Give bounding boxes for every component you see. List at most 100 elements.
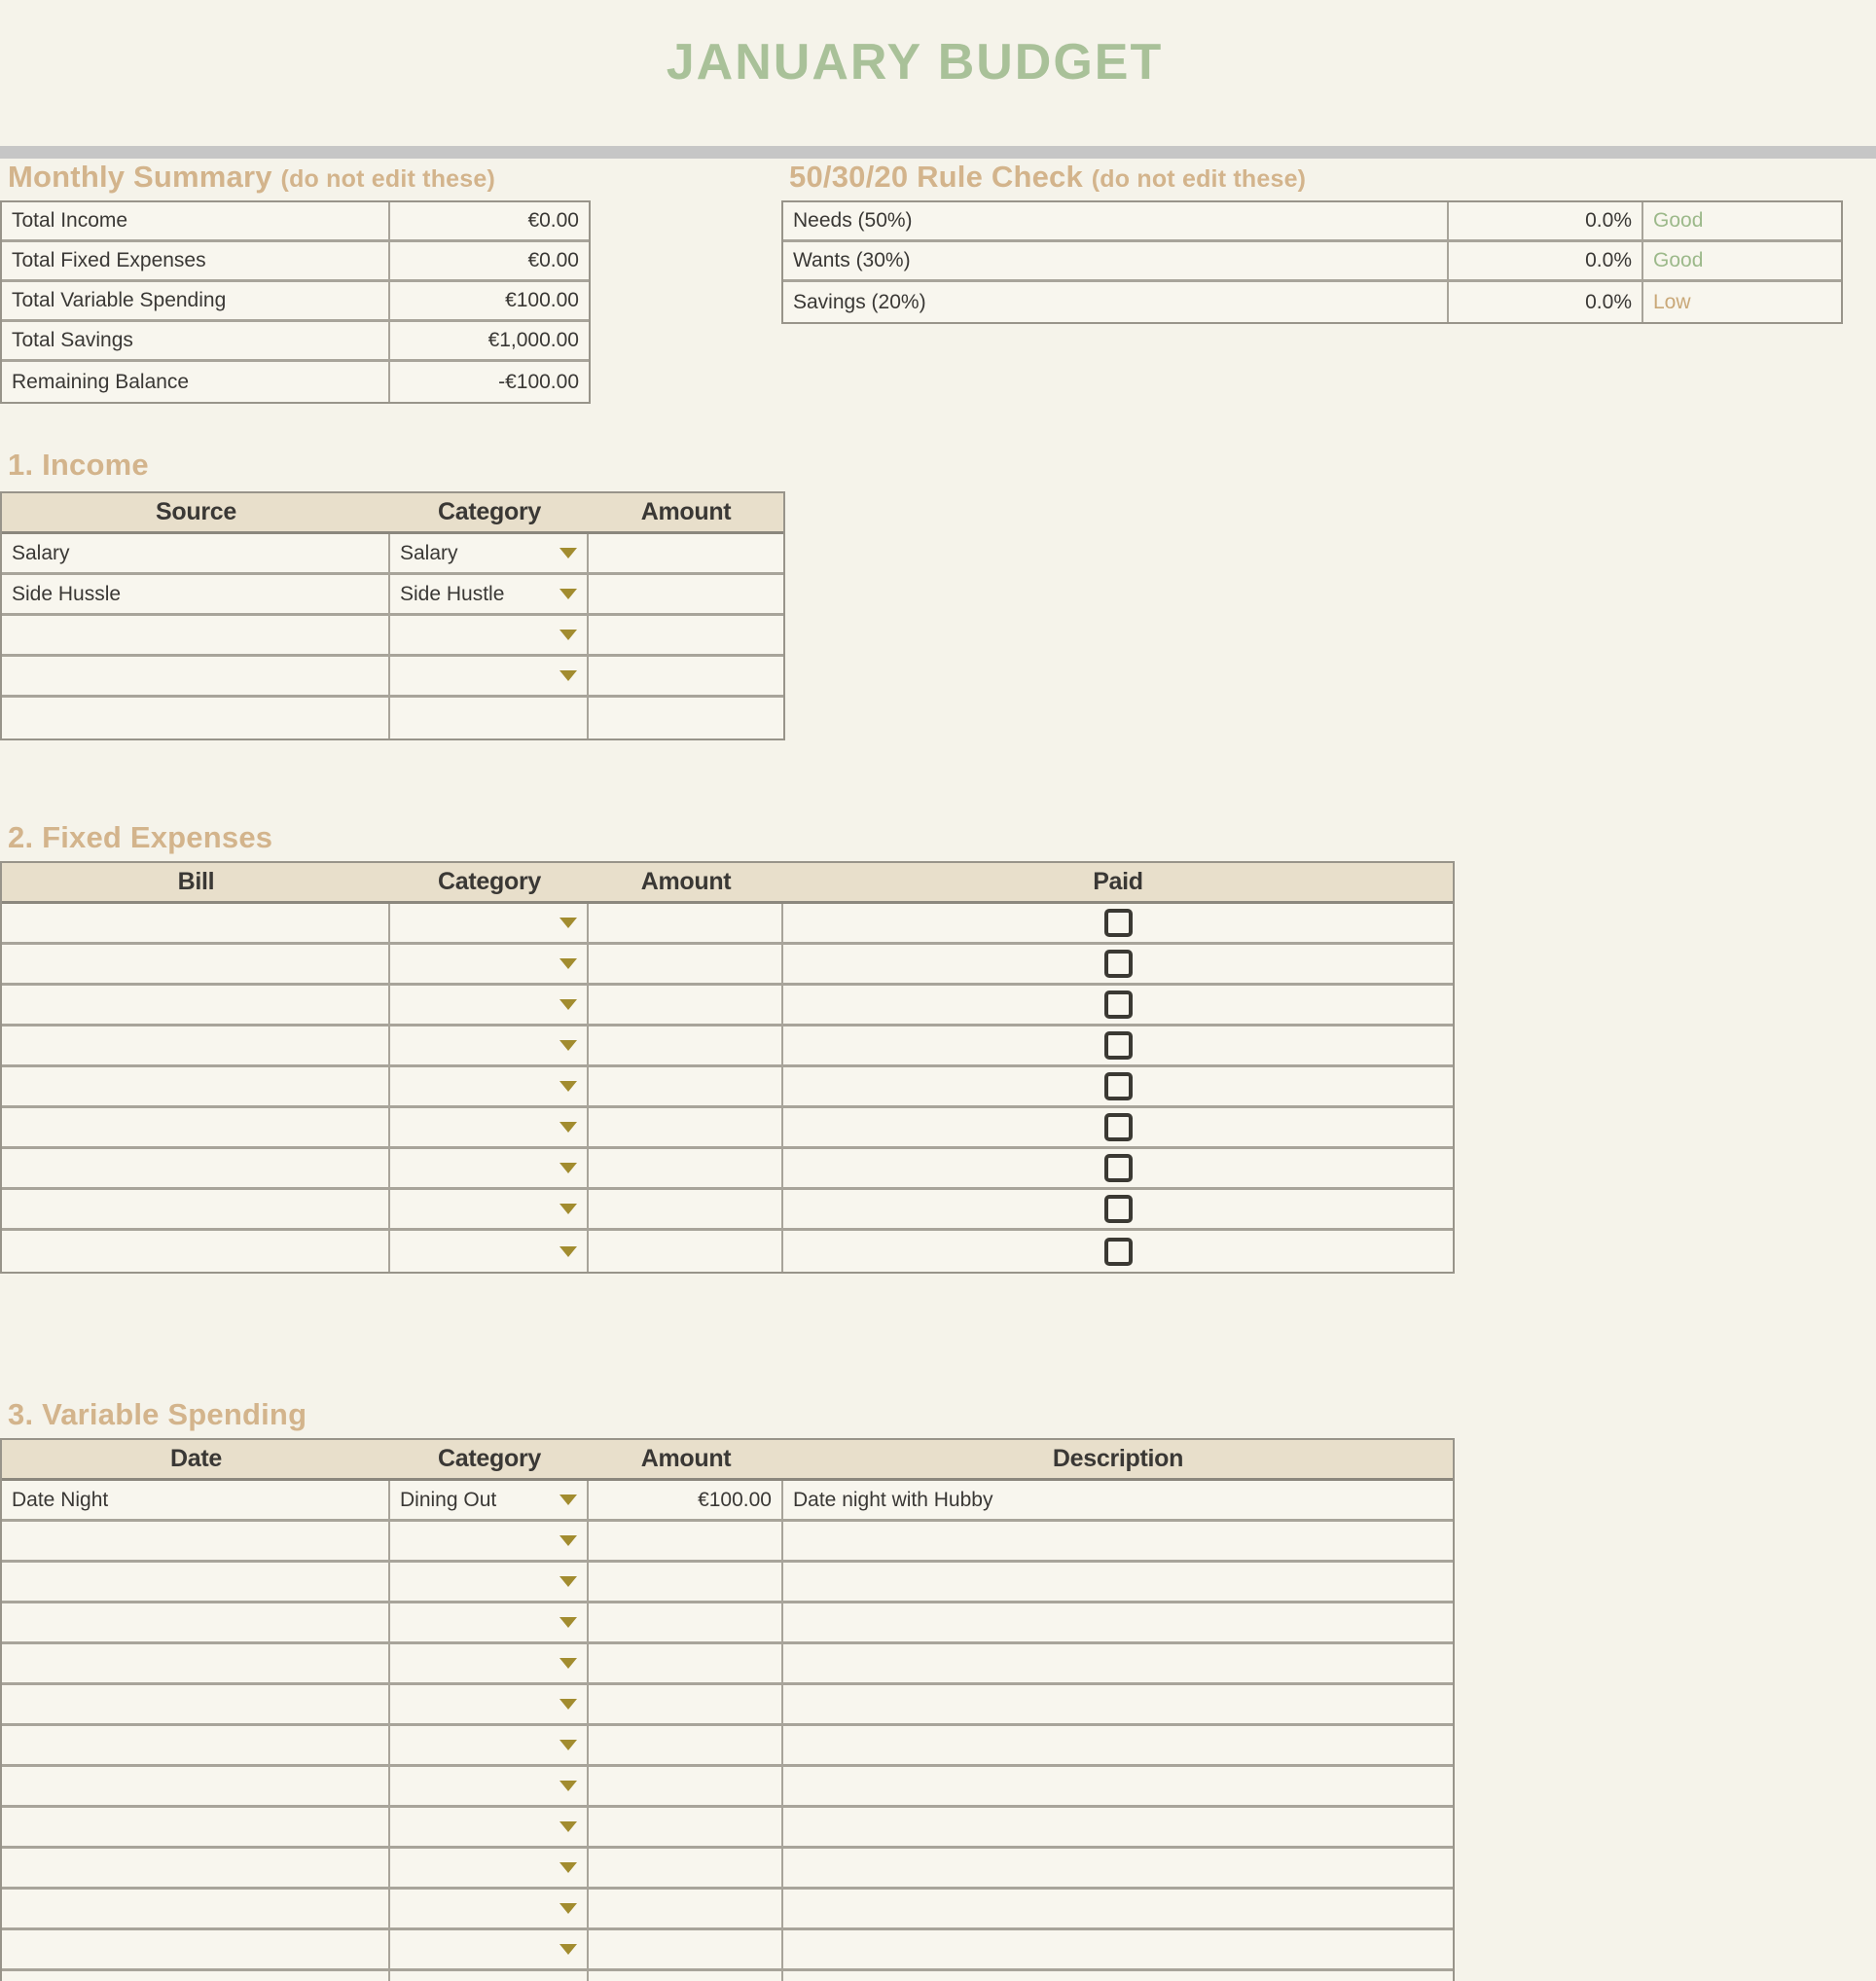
source-cell[interactable]	[2, 616, 390, 654]
dropdown-arrow-icon[interactable]	[559, 1781, 577, 1791]
category-cell[interactable]	[390, 1930, 589, 1968]
category-cell[interactable]	[390, 698, 589, 738]
description-cell[interactable]	[783, 1849, 1453, 1887]
description-cell[interactable]	[783, 1808, 1453, 1846]
description-cell[interactable]	[783, 1522, 1453, 1560]
dropdown-arrow-icon[interactable]	[559, 589, 577, 599]
source-cell[interactable]	[2, 657, 390, 695]
category-cell[interactable]	[390, 1149, 589, 1187]
amount-cell[interactable]	[589, 575, 783, 613]
category-cell[interactable]	[390, 1971, 589, 1981]
dropdown-arrow-icon[interactable]	[559, 1204, 577, 1214]
amount-cell[interactable]	[589, 904, 783, 942]
category-cell[interactable]	[390, 1685, 589, 1723]
amount-cell[interactable]	[589, 1522, 783, 1560]
dropdown-arrow-icon[interactable]	[559, 1081, 577, 1092]
category-cell[interactable]	[390, 1231, 589, 1272]
description-cell[interactable]	[783, 1767, 1453, 1805]
date-cell[interactable]	[2, 1930, 390, 1968]
amount-cell[interactable]	[589, 1027, 783, 1064]
amount-cell[interactable]	[589, 1767, 783, 1805]
dropdown-arrow-icon[interactable]	[559, 1944, 577, 1955]
category-cell[interactable]	[390, 616, 589, 654]
bill-cell[interactable]	[2, 1149, 390, 1187]
description-cell[interactable]: Date night with Hubby	[793, 1488, 993, 1511]
description-cell[interactable]	[783, 1890, 1453, 1927]
dropdown-arrow-icon[interactable]	[559, 1163, 577, 1173]
bill-cell[interactable]	[2, 1108, 390, 1146]
category-cell[interactable]	[390, 1190, 589, 1228]
dropdown-arrow-icon[interactable]	[559, 1576, 577, 1587]
description-cell[interactable]	[783, 1930, 1453, 1968]
amount-cell[interactable]	[589, 1149, 783, 1187]
dropdown-arrow-icon[interactable]	[559, 958, 577, 969]
category-cell[interactable]: Salary	[390, 534, 589, 572]
date-cell[interactable]	[2, 1603, 390, 1641]
date-cell[interactable]	[2, 1890, 390, 1927]
category-cell[interactable]	[390, 945, 589, 983]
category-cell[interactable]	[390, 1644, 589, 1682]
amount-cell[interactable]	[589, 1108, 783, 1146]
paid-checkbox[interactable]	[1103, 909, 1133, 937]
category-cell[interactable]	[390, 1108, 589, 1146]
dropdown-arrow-icon[interactable]	[559, 548, 577, 558]
date-cell[interactable]	[2, 1767, 390, 1805]
amount-cell[interactable]	[589, 1685, 783, 1723]
amount-cell[interactable]	[589, 616, 783, 654]
paid-checkbox[interactable]	[1103, 1031, 1133, 1060]
dropdown-arrow-icon[interactable]	[559, 1040, 577, 1051]
amount-cell[interactable]	[589, 1849, 783, 1887]
dropdown-arrow-icon[interactable]	[559, 630, 577, 640]
bill-cell[interactable]	[2, 1231, 390, 1272]
paid-checkbox[interactable]	[1103, 1113, 1133, 1141]
dropdown-arrow-icon[interactable]	[559, 670, 577, 681]
category-cell[interactable]	[390, 1603, 589, 1641]
description-cell[interactable]	[783, 1563, 1453, 1601]
category-cell[interactable]: Dining Out	[390, 1481, 589, 1519]
amount-cell[interactable]	[589, 657, 783, 695]
amount-cell[interactable]	[589, 1890, 783, 1927]
category-cell[interactable]	[390, 1767, 589, 1805]
amount-cell[interactable]	[589, 1231, 783, 1272]
paid-checkbox[interactable]	[1103, 950, 1133, 978]
amount-cell[interactable]	[589, 698, 783, 738]
paid-checkbox[interactable]	[1103, 1154, 1133, 1182]
date-cell[interactable]	[2, 1685, 390, 1723]
amount-cell[interactable]	[589, 1726, 783, 1764]
paid-checkbox[interactable]	[1103, 1072, 1133, 1100]
source-cell[interactable]: Salary	[2, 534, 390, 572]
dropdown-arrow-icon[interactable]	[559, 1903, 577, 1914]
dropdown-arrow-icon[interactable]	[559, 1862, 577, 1873]
description-cell[interactable]	[783, 1603, 1453, 1641]
dropdown-arrow-icon[interactable]	[559, 1495, 577, 1505]
dropdown-arrow-icon[interactable]	[559, 918, 577, 928]
bill-cell[interactable]	[2, 1190, 390, 1228]
amount-cell[interactable]	[589, 1603, 783, 1641]
amount-cell[interactable]: €100.00	[589, 1481, 783, 1519]
amount-cell[interactable]	[589, 945, 783, 983]
date-cell[interactable]	[2, 1644, 390, 1682]
category-cell[interactable]	[390, 1563, 589, 1601]
date-cell[interactable]	[2, 1563, 390, 1601]
date-cell[interactable]	[2, 1522, 390, 1560]
amount-cell[interactable]	[589, 1808, 783, 1846]
paid-checkbox[interactable]	[1103, 1237, 1133, 1266]
amount-cell[interactable]	[589, 1563, 783, 1601]
bill-cell[interactable]	[2, 1067, 390, 1105]
date-cell[interactable]	[2, 1808, 390, 1846]
dropdown-arrow-icon[interactable]	[559, 1658, 577, 1669]
category-cell[interactable]	[390, 986, 589, 1024]
amount-cell[interactable]	[589, 1644, 783, 1682]
paid-checkbox[interactable]	[1103, 990, 1133, 1019]
source-cell[interactable]	[2, 698, 390, 738]
dropdown-arrow-icon[interactable]	[559, 1535, 577, 1546]
bill-cell[interactable]	[2, 904, 390, 942]
description-cell[interactable]	[783, 1644, 1453, 1682]
dropdown-arrow-icon[interactable]	[559, 1740, 577, 1750]
amount-cell[interactable]	[589, 534, 783, 572]
description-cell[interactable]	[783, 1971, 1453, 1981]
amount-cell[interactable]	[589, 1190, 783, 1228]
bill-cell[interactable]	[2, 986, 390, 1024]
date-cell[interactable]	[2, 1849, 390, 1887]
amount-cell[interactable]	[589, 1971, 783, 1981]
